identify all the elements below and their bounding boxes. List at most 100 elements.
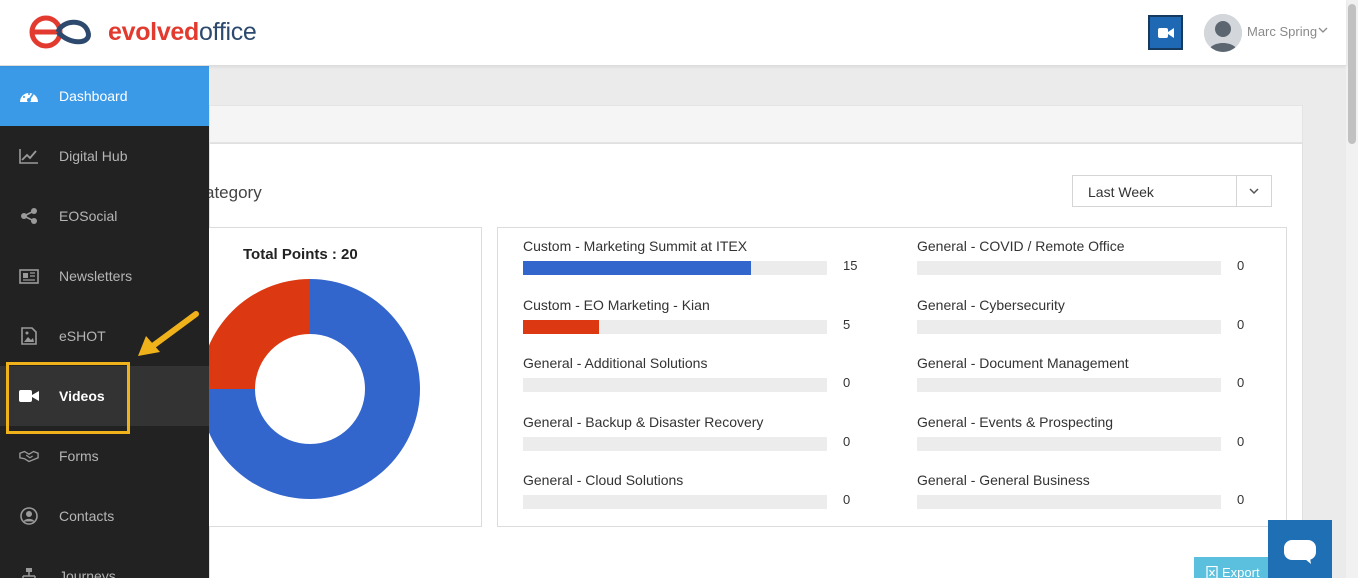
category-label: Custom - Marketing Summit at ITEX [523,238,748,254]
sidebar-item-label: Forms [59,448,99,464]
chevron-down-icon[interactable] [1318,26,1328,34]
panel-header-bar [209,105,1303,143]
sidebar-item-label: eSHOT [59,328,106,344]
dashboard-icon [19,87,39,105]
category-row: General - Events & Prospecting 0 [917,413,1244,451]
user-avatar-icon [1204,14,1242,52]
category-bar-track [523,378,827,392]
category-row: General - Backup & Disaster Recovery 0 [523,413,850,451]
category-row: General - Cybersecurity 0 [917,296,1244,334]
image-file-icon [19,327,39,345]
category-value: 15 [843,258,858,273]
chevron-down-icon [1249,187,1259,194]
category-row: General - General Business 0 [917,472,1244,509]
donut-chart [200,279,420,499]
category-label: General - COVID / Remote Office [917,238,1125,254]
sidebar-item-videos[interactable]: Videos [0,366,209,426]
sidebar-item-eosocial[interactable]: EOSocial [0,186,209,246]
category-label: General - Cloud Solutions [523,472,684,488]
donut-slice[interactable] [200,279,310,389]
sidebar-item-label: Contacts [59,508,115,524]
category-value: 0 [1237,433,1245,449]
category-label: General - Cybersecurity [917,296,1065,313]
sidebar-item-label: Videos [59,388,105,404]
sidebar-item-journeys[interactable]: Journeys [0,546,209,578]
sidebar: Dashboard Digital Hub EOSocial Newslette… [0,66,209,578]
category-bar-track [917,378,1221,392]
user-circle-icon [19,507,39,525]
total-points-label: Total Points : 20 [243,246,358,263]
category-value: 0 [1237,316,1245,332]
sidebar-item-contacts[interactable]: Contacts [0,486,209,546]
user-avatar[interactable] [1204,14,1242,52]
sidebar-item-label: Journeys [59,568,116,578]
category-value: 0 [1237,258,1245,273]
category-row: General - COVID / Remote Office 0 [917,238,1244,275]
category-row: General - Document Management 0 [917,355,1244,392]
page-scrollbar[interactable] [1346,0,1358,578]
category-row: Custom - Marketing Summit at ITEX 15 [523,238,857,275]
sidebar-item-newsletters[interactable]: Newsletters [0,246,209,306]
video-camera-icon [19,387,39,405]
donut-slice[interactable] [200,279,420,499]
user-name[interactable]: Marc Spring [1247,24,1318,39]
category-label: General - General Business [917,472,1090,488]
export-label: Export [1222,564,1260,578]
sidebar-item-digital-hub[interactable]: Digital Hub [0,126,209,186]
newspaper-icon [19,267,39,285]
sidebar-item-dashboard[interactable]: Dashboard [0,66,209,126]
category-label: General - Document Management [917,355,1129,371]
category-value: 0 [843,433,851,449]
category-label: General - Backup & Disaster Recovery [523,413,764,430]
category-bar-track [917,261,1221,275]
excel-file-icon [1206,565,1218,578]
category-value: 0 [843,375,851,390]
category-value: 5 [843,316,851,332]
chat-widget-button[interactable] [1268,520,1332,578]
sidebar-item-eshot[interactable]: eSHOT [0,306,209,366]
scrollbar-thumb[interactable] [1348,4,1356,144]
category-value: 0 [1237,375,1245,390]
sidebar-item-label: Digital Hub [59,148,128,164]
category-label: General - Additional Solutions [523,355,708,371]
category-bar-track [523,495,827,509]
evolvedoffice-logo[interactable]: evolvedoffice [28,14,257,50]
chart-line-icon [19,147,39,165]
period-select[interactable]: Last Week [1072,175,1272,207]
video-camera-icon [1157,27,1174,38]
logo-text: evolvedoffice [108,17,257,46]
export-button[interactable]: Export [1194,557,1274,578]
category-bar-fill [523,319,599,334]
panel-title: ategory [205,183,262,202]
category-value: 0 [843,492,851,507]
category-label: General - Events & Prospecting [917,413,1114,430]
select-caret[interactable] [1236,176,1271,206]
period-select-value: Last Week [1088,184,1154,200]
share-icon [19,207,39,225]
category-bar-track [523,319,827,334]
pointer-arrow-icon [138,311,199,356]
category-bar-fill [523,261,751,275]
videos-highlight-box [6,362,130,434]
sidebar-item-label: Dashboard [59,88,128,104]
category-value: 0 [1237,492,1245,507]
category-bar-track [917,436,1221,451]
sitemap-icon [19,567,39,578]
eo-logo-mark-icon [29,15,91,49]
chat-bubble-icon [1284,540,1316,564]
category-row: General - Cloud Solutions 0 [523,472,850,509]
category-bar-track [523,436,827,451]
sidebar-item-label: Newsletters [59,268,133,284]
category-bar-track [917,495,1221,509]
sidebar-item-forms[interactable]: Forms [0,426,209,486]
category-bar-track [917,319,1221,334]
donut-chart-card: Total Points : 20 [200,227,482,527]
handshake-icon [19,447,39,465]
category-row: General - Additional Solutions 0 [523,355,850,392]
video-call-button[interactable] [1148,15,1183,50]
sidebar-item-label: EOSocial [59,208,118,224]
category-bar-track [523,261,827,275]
category-label: Custom - EO Marketing - Kian [523,296,710,313]
category-row: Custom - EO Marketing - Kian 5 [523,296,850,334]
top-header: evolvedoffice Marc Spring [0,0,1346,66]
